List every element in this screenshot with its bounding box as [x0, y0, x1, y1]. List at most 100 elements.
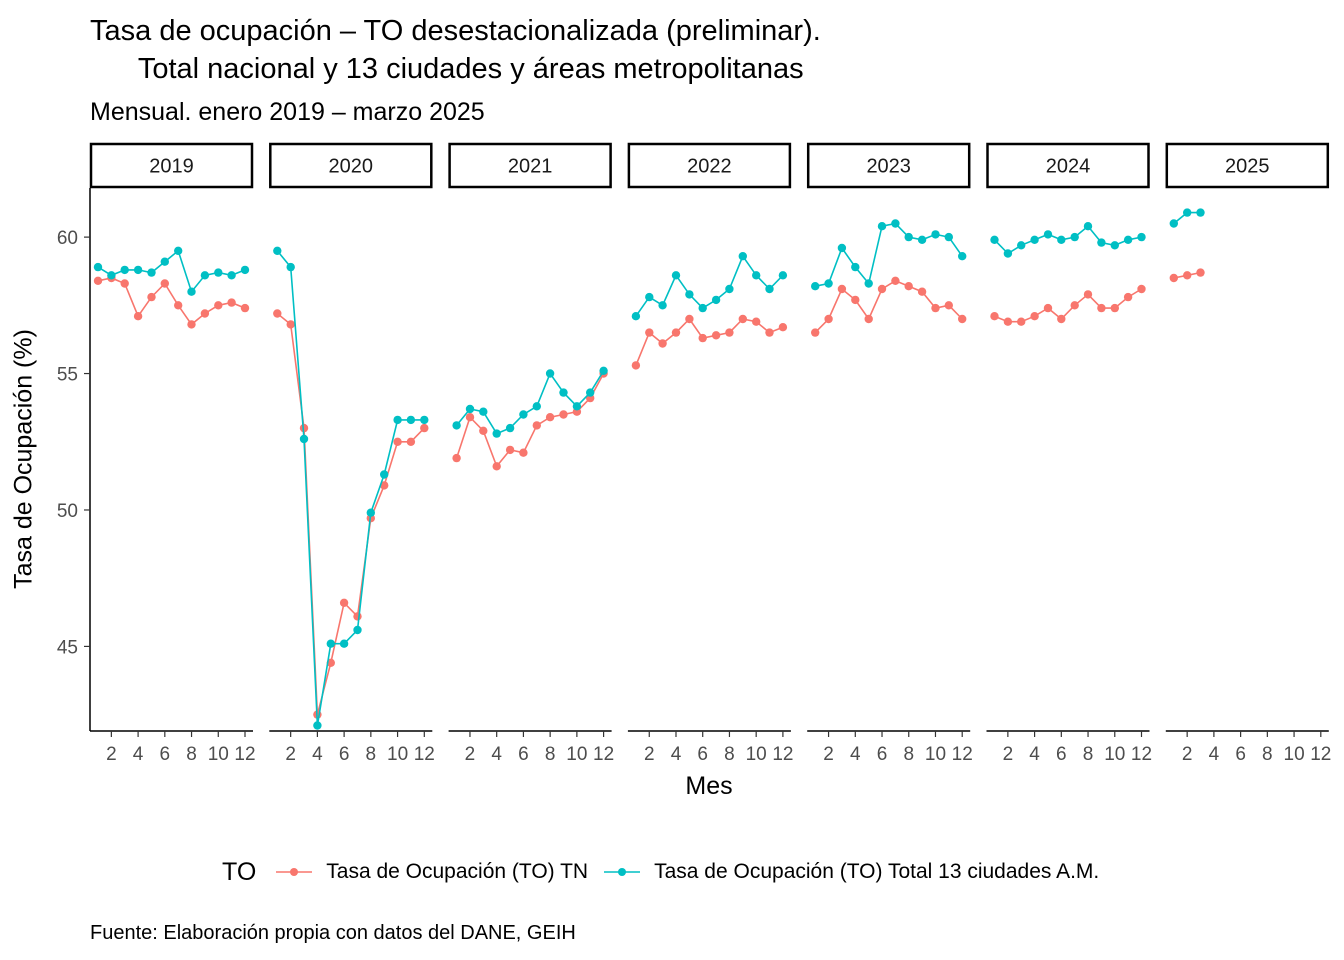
facet-strip-2023 [806, 142, 971, 189]
data-point-13am-2019-4 [133, 265, 143, 275]
legend-item-tn: Tasa de Ocupación (TO) TN [274, 860, 588, 884]
x-tick-label-2024-6: 6 [1056, 744, 1067, 765]
data-point-13am-2024-9 [1097, 238, 1106, 247]
series-line-tn-2021 [455, 373, 605, 468]
data-point-tn-2022-1 [631, 361, 641, 370]
x-tick-label-2024-2: 2 [1003, 744, 1014, 765]
chart-subtitle: Mensual. enero 2019 – marzo 2025 [90, 98, 485, 126]
data-point-13am-2020-10 [393, 415, 402, 425]
x-tick-label-2021-4: 4 [491, 744, 502, 765]
data-point-tn-2024-12 [1137, 284, 1146, 294]
data-point-13am-2024-1 [990, 235, 999, 244]
data-point-tn-2023-7 [891, 276, 900, 285]
data-point-13am-2021-12 [599, 366, 608, 375]
facet-strip-label-2024: 2024 [1046, 156, 1091, 178]
data-point-13am-2022-5 [685, 290, 694, 299]
data-point-13am-2024-6 [1057, 235, 1066, 244]
data-point-tn-2023-11 [944, 301, 953, 310]
data-point-tn-2023-4 [851, 295, 860, 305]
data-point-13am-2019-5 [147, 268, 156, 277]
series-line-13am-2023 [815, 222, 963, 287]
data-point-tn-2023-1 [811, 328, 820, 337]
facet-strip-2021 [448, 142, 612, 189]
x-tick-label-2019-4: 4 [133, 744, 144, 765]
data-point-tn-2024-8 [1083, 290, 1093, 299]
data-point-13am-2023-1 [811, 282, 820, 291]
data-point-13am-2025-1 [1169, 219, 1179, 228]
data-point-tn-2022-8 [725, 328, 734, 337]
data-point-13am-2024-8 [1083, 222, 1093, 231]
x-tick-label-2022-8: 8 [724, 744, 735, 765]
data-point-tn-2025-1 [1169, 273, 1179, 283]
data-point-13am-2021-1 [452, 421, 461, 430]
data-point-13am-2024-2 [1003, 249, 1013, 258]
data-point-tn-2019-6 [160, 279, 169, 288]
data-point-13am-2021-6 [519, 410, 528, 419]
data-point-tn-2023-6 [877, 284, 887, 294]
legend-point-13am [618, 868, 627, 876]
facet-strip-label-2019: 2019 [149, 156, 194, 178]
data-point-tn-2020-2 [286, 320, 295, 329]
data-point-13am-2021-7 [532, 402, 541, 411]
legend-key-tn [276, 868, 313, 876]
chart-title: Tasa de ocupación – TO desestacionalizad… [90, 15, 821, 85]
x-tick-label-2025-8: 8 [1262, 744, 1273, 765]
data-point-tn-2025-2 [1183, 271, 1192, 280]
data-point-tn-2021-1 [452, 453, 461, 463]
y-tick-label-45: 45 [57, 637, 78, 658]
data-point-tn-2024-9 [1097, 303, 1106, 313]
data-point-13am-2023-12 [958, 252, 967, 261]
data-point-13am-2024-10 [1110, 241, 1120, 250]
data-point-13am-2022-4 [671, 271, 681, 280]
data-point-13am-2025-3 [1196, 208, 1205, 217]
data-point-13am-2021-2 [465, 404, 475, 414]
data-point-tn-2024-5 [1043, 303, 1053, 313]
data-point-13am-2019-2 [107, 271, 116, 280]
data-point-tn-2021-9 [559, 410, 568, 419]
data-point-tn-2024-7 [1070, 301, 1079, 310]
y-tick-label-60: 60 [57, 228, 78, 249]
data-point-tn-2022-7 [711, 331, 721, 340]
legend-item-13am: Tasa de Ocupación (TO) Total 13 ciudades… [602, 860, 1099, 884]
data-point-tn-2020-6 [339, 598, 349, 607]
data-point-13am-2019-7 [174, 246, 183, 255]
x-tick-label-2019-8: 8 [186, 744, 197, 765]
data-point-13am-2024-7 [1070, 232, 1079, 242]
facet-strip-2019 [89, 142, 254, 189]
data-point-tn-2023-12 [958, 314, 967, 324]
x-tick-label-2020-2: 2 [285, 744, 296, 765]
data-point-13am-2019-10 [214, 268, 223, 277]
x-tick-label-2023-12: 12 [952, 744, 973, 765]
data-point-13am-2020-1 [273, 246, 282, 255]
data-point-13am-2023-6 [877, 222, 887, 231]
x-tick-label-2019-10: 10 [208, 744, 229, 765]
legend-point-tn [290, 868, 299, 876]
data-point-13am-2023-3 [837, 243, 847, 253]
data-point-tn-2020-3 [299, 423, 309, 433]
data-point-13am-2019-6 [160, 257, 169, 266]
x-tick-label-2020-8: 8 [366, 744, 377, 765]
data-point-13am-2024-12 [1137, 232, 1146, 242]
series-line-13am-2022 [635, 254, 784, 317]
data-point-13am-2023-7 [891, 219, 900, 228]
data-point-tn-2023-9 [917, 287, 927, 296]
facet-strip-2022 [627, 142, 792, 189]
data-point-tn-2024-10 [1110, 303, 1120, 313]
data-point-13am-2019-1 [93, 262, 103, 272]
x-tick-label-2019-12: 12 [234, 744, 255, 765]
data-point-tn-2020-1 [273, 309, 282, 318]
data-point-13am-2020-3 [299, 434, 309, 444]
data-point-tn-2019-5 [147, 292, 156, 302]
data-point-tn-2019-1 [93, 276, 103, 285]
data-point-13am-2019-3 [120, 265, 129, 275]
legend-title: TO [222, 857, 257, 886]
y-tick-label-50: 50 [57, 501, 78, 522]
legend-label-tn: Tasa de Ocupación (TO) TN [326, 860, 589, 883]
x-tick-label-2020-4: 4 [312, 744, 323, 765]
data-point-13am-2019-12 [240, 265, 250, 275]
series-line-13am-2020 [276, 250, 425, 726]
data-point-tn-2019-8 [187, 320, 196, 329]
facet-strip-2024 [986, 142, 1150, 189]
series-line-13am-2021 [455, 370, 605, 435]
data-point-tn-2023-5 [864, 314, 873, 324]
